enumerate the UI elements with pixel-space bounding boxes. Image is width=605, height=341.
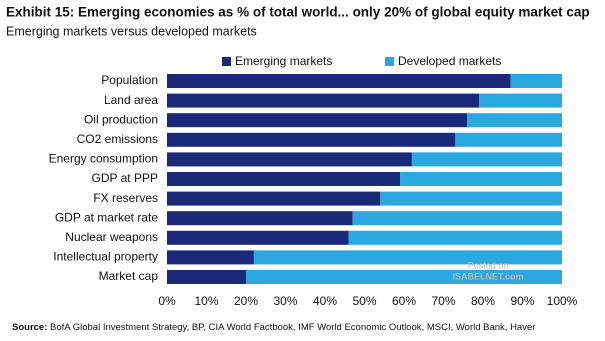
source-text: BofA Global Investment Strategy, BP, CIA… xyxy=(50,322,535,333)
bar-segment xyxy=(246,270,562,284)
legend-label: Developed markets xyxy=(398,54,501,68)
x-tick-label: 20% xyxy=(234,294,258,308)
bar-segment xyxy=(352,211,562,226)
bar-segment xyxy=(253,250,562,265)
bar-segment xyxy=(167,93,480,108)
bar-segment xyxy=(510,74,562,88)
bar-segment xyxy=(479,93,562,108)
x-tick-label: 50% xyxy=(352,294,376,308)
bar-segment xyxy=(380,191,562,206)
source-label: Source: xyxy=(12,322,47,333)
source: Source: BofA Global Investment Strategy,… xyxy=(12,322,535,333)
bar-segment xyxy=(411,152,562,167)
bar-segment xyxy=(167,172,401,186)
watermark: Posted on xyxy=(468,260,509,270)
legend-swatch xyxy=(222,57,231,66)
category-label: Market cap xyxy=(99,269,159,283)
category-label: CO2 emissions xyxy=(77,132,158,146)
x-tick-label: 0% xyxy=(158,294,176,308)
bar-segment xyxy=(455,132,562,147)
bar-segment xyxy=(167,230,349,245)
x-tick-label: 30% xyxy=(273,294,297,308)
x-tick-label: 70% xyxy=(431,294,455,308)
chart-subtitle: Emerging markets versus developed market… xyxy=(6,24,257,38)
category-label: GDP at market rate xyxy=(55,210,158,224)
legend-label: Emerging markets xyxy=(235,54,332,68)
bar-segment xyxy=(348,230,562,245)
x-tick-label: 80% xyxy=(471,294,495,308)
category-label: Nuclear weapons xyxy=(65,230,158,244)
x-tick-label: 10% xyxy=(194,294,218,308)
x-tick-label: 100% xyxy=(547,294,578,308)
category-label: Oil production xyxy=(84,112,158,126)
chart-title: Exhibit 15: Emerging economies as % of t… xyxy=(6,5,590,20)
bar-segment xyxy=(167,132,456,147)
bar-segment xyxy=(167,250,254,265)
category-label: Intellectual property xyxy=(53,250,158,264)
legend-swatch xyxy=(385,57,394,66)
bar-segment xyxy=(167,152,412,167)
category-label: GDP at PPP xyxy=(92,171,158,185)
x-tick-label: 40% xyxy=(313,294,337,308)
category-label: Population xyxy=(101,73,158,87)
bar-segment xyxy=(167,270,246,284)
x-tick-label: 60% xyxy=(392,294,416,308)
bar-segment xyxy=(400,172,562,186)
bar-segment xyxy=(167,211,353,226)
bar-segment xyxy=(467,113,562,128)
x-tick-label: 90% xyxy=(510,294,534,308)
category-label: Energy consumption xyxy=(49,152,158,166)
category-label: Land area xyxy=(104,93,158,107)
bar-segment xyxy=(167,74,511,88)
category-label: FX reserves xyxy=(93,191,158,205)
watermark: ISABELNET.com xyxy=(452,271,523,281)
bar-segment xyxy=(167,191,381,206)
bar-segment xyxy=(167,113,468,128)
